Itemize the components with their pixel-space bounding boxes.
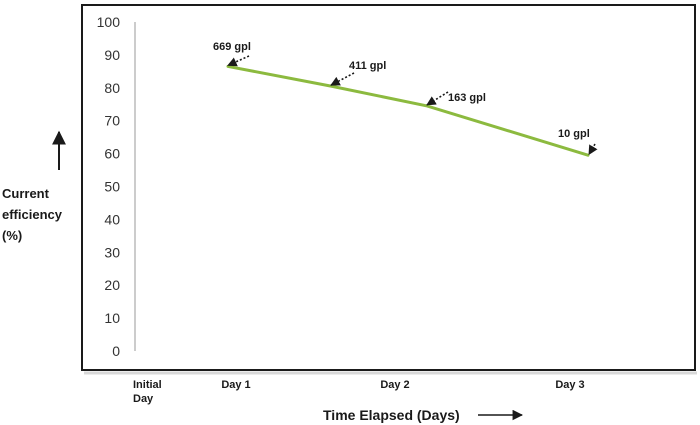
y-axis-label-line-2: efficiency: [2, 207, 63, 222]
y-tick-label: 10: [104, 310, 120, 326]
series-line: [226, 64, 590, 157]
y-tick-label: 60: [104, 146, 120, 162]
y-tick-label: 0: [112, 343, 120, 359]
annotation-arrow: [330, 72, 355, 86]
annotation-arrow: [588, 143, 598, 156]
y-tick-label: 50: [104, 179, 120, 195]
x-category-label: Initial Day: [133, 379, 162, 405]
annotation-label: 669 gpl: [213, 41, 251, 53]
y-tick-label: 20: [104, 277, 120, 293]
y-tick-label: 80: [104, 80, 120, 96]
y-axis-label-line-1: Current: [2, 186, 50, 201]
annotation-label: 411 gpl: [349, 60, 386, 72]
plot-frame: [81, 4, 696, 371]
y-tick-label: 70: [104, 113, 120, 129]
annotation-label: 10 gpl: [558, 128, 590, 140]
x-category-label: Day 1: [221, 379, 250, 391]
x-axis-label: Time Elapsed (Days): [323, 407, 460, 423]
annotation-arrow: [426, 91, 449, 106]
annotation-label: 163 gpl: [448, 92, 486, 104]
y-axis-label-line-3: (%): [2, 228, 22, 243]
x-category-label: Day 3: [555, 379, 584, 391]
x-category-label: Day 2: [380, 379, 409, 391]
y-tick-label: 90: [104, 47, 120, 63]
x-category-labels: Initial Day Day 1 Day 2 Day 3: [133, 379, 585, 405]
y-tick-label: 40: [104, 211, 120, 227]
series-group: [226, 64, 590, 157]
y-tick-label: 100: [97, 14, 121, 30]
y-tick-labels: 0 10 20 30 40 50 60 70 80 90 100: [97, 14, 121, 359]
y-axis-label: Current efficiency (%): [2, 186, 66, 243]
y-tick-label: 30: [104, 244, 120, 260]
annotations: 669 gpl 411 gpl 163 gpl 10 gpl: [213, 41, 598, 156]
